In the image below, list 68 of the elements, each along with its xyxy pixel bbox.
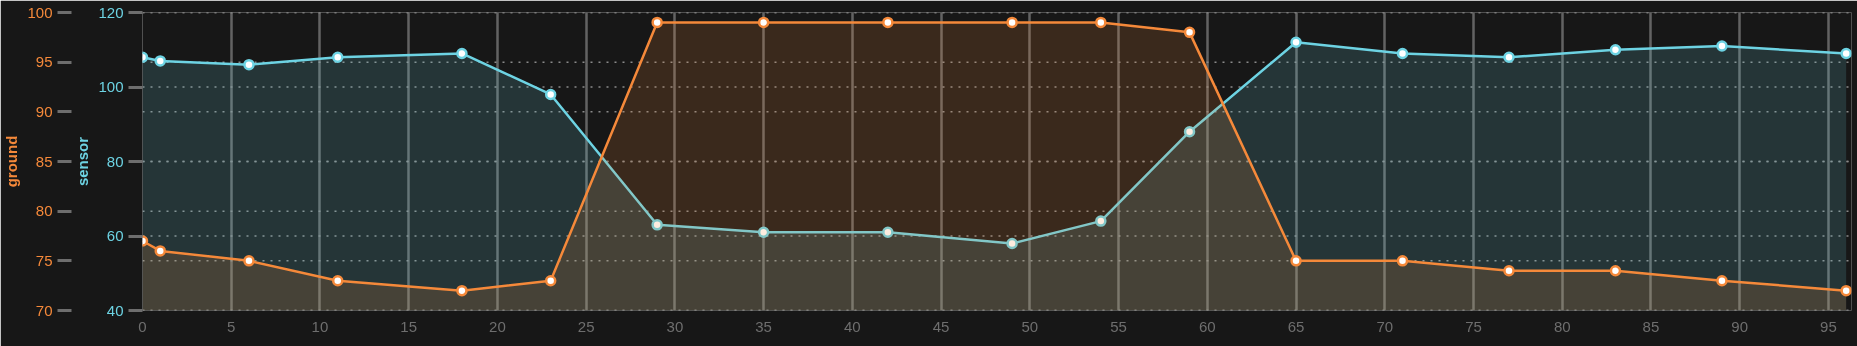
point bbox=[1006, 16, 1018, 29]
point bbox=[757, 16, 770, 29]
point bbox=[757, 226, 770, 239]
point bbox=[331, 51, 344, 63]
point bbox=[651, 16, 663, 29]
point bbox=[154, 245, 166, 257]
x-tick-label: 20 bbox=[489, 317, 506, 335]
point bbox=[1716, 40, 1728, 52]
point bbox=[243, 255, 255, 267]
point bbox=[882, 226, 894, 239]
x-tick-label: 65 bbox=[1287, 317, 1305, 335]
x-tick-label: 40 bbox=[844, 317, 861, 335]
point bbox=[1609, 265, 1622, 277]
point bbox=[331, 274, 344, 287]
point bbox=[651, 219, 663, 231]
point bbox=[544, 88, 557, 101]
x-tick-label: 30 bbox=[666, 317, 684, 335]
y-tick-label: 85 bbox=[35, 152, 53, 170]
x-tick-label: 60 bbox=[1198, 317, 1216, 335]
point bbox=[1840, 47, 1852, 60]
point bbox=[1840, 284, 1852, 297]
x-tick-label: 70 bbox=[1376, 317, 1394, 335]
x-tick-label: 10 bbox=[311, 317, 329, 335]
point bbox=[243, 58, 255, 71]
y2-tick-label: 40 bbox=[106, 301, 124, 319]
point bbox=[154, 55, 166, 67]
point bbox=[1290, 255, 1302, 267]
y-tick-label: 90 bbox=[35, 102, 53, 120]
point bbox=[1095, 16, 1107, 29]
y2-tick-label: 100 bbox=[98, 78, 124, 95]
y-tick-label: 95 bbox=[35, 53, 53, 71]
point bbox=[1716, 274, 1728, 287]
y-tick-label: 70 bbox=[35, 301, 53, 319]
y2-axis-title: sensor bbox=[74, 136, 92, 187]
x-tick-label: 55 bbox=[1110, 317, 1127, 335]
point bbox=[1503, 265, 1515, 277]
point bbox=[544, 274, 557, 287]
point bbox=[882, 16, 894, 29]
point bbox=[1290, 36, 1302, 49]
x-tick-label: 25 bbox=[577, 317, 595, 335]
x-tick-label: 75 bbox=[1465, 317, 1482, 335]
x-tick-label: 95 bbox=[1820, 317, 1837, 335]
x-tick-label: 90 bbox=[1731, 317, 1749, 335]
point bbox=[1609, 44, 1622, 56]
x-tick-label: 45 bbox=[932, 317, 950, 335]
point bbox=[1183, 125, 1196, 138]
x-tick-label: 35 bbox=[755, 317, 772, 335]
point bbox=[1503, 51, 1515, 63]
y-tick-label: 80 bbox=[35, 202, 53, 220]
y2-tick-label: 120 bbox=[98, 3, 124, 21]
y-tick-label: 75 bbox=[35, 251, 53, 269]
x-tick-label: 0 bbox=[138, 317, 147, 335]
point bbox=[1396, 47, 1409, 60]
point bbox=[1006, 237, 1018, 250]
x-tick-label: 50 bbox=[1021, 317, 1039, 335]
y2-tick-label: 80 bbox=[106, 152, 124, 170]
y-tick-label: 100 bbox=[27, 3, 53, 21]
point bbox=[456, 284, 468, 297]
point bbox=[1095, 215, 1107, 227]
point bbox=[1396, 255, 1409, 267]
x-tick-label: 80 bbox=[1553, 317, 1571, 335]
x-tick-label: 85 bbox=[1642, 317, 1660, 335]
y2-tick-label: 60 bbox=[106, 227, 124, 244]
point bbox=[456, 47, 468, 60]
x-tick-label: 5 bbox=[227, 317, 236, 335]
y-axis-title: ground bbox=[3, 135, 21, 188]
point bbox=[1183, 26, 1196, 39]
x-tick-label: 15 bbox=[400, 317, 418, 335]
